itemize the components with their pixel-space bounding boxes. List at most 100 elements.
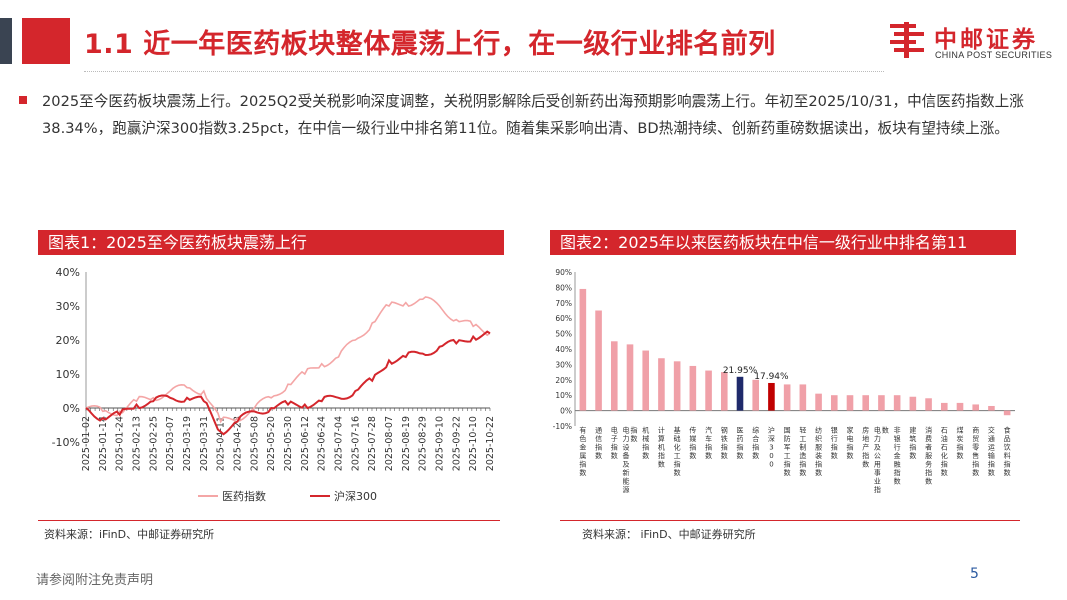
y-tick-label: 20%: [56, 334, 80, 347]
bar: [956, 402, 964, 411]
x-tick-label: 2025-05-30: [283, 416, 294, 471]
bar: [862, 395, 870, 411]
bar: [705, 370, 712, 411]
x-tick-label: 家电指数: [847, 426, 854, 461]
bar: [799, 384, 807, 411]
chart2-source: 资料来源： iFinD、中邮证券研究所: [582, 528, 756, 541]
y-tick-label: 50%: [555, 330, 572, 339]
source-divider-left: [38, 520, 500, 521]
x-tick-label: 2025-05-20: [266, 416, 277, 471]
bar: [658, 358, 665, 411]
y-tick-label: 60%: [555, 314, 572, 323]
x-tick-label: 2025-03-19: [182, 416, 193, 471]
x-tick-label: 2025-01-14: [98, 416, 109, 471]
x-tick-label: 电子指数: [611, 426, 618, 461]
x-tick-label: 计算机指数: [658, 426, 665, 469]
x-tick-label: 机械指数: [642, 426, 649, 461]
x-tick-label: 纺织服装指数: [815, 426, 822, 478]
bar: [878, 395, 885, 411]
x-tick-label: 钢铁指数: [721, 426, 728, 461]
series-line: [85, 330, 491, 436]
y-tick-label: 30%: [555, 360, 572, 369]
bar: [768, 382, 775, 411]
x-tick-label: 2025-10-22: [485, 416, 496, 471]
logo-text-cn: 中邮证券: [934, 27, 1038, 53]
page-title: 1.1 近一年医药板块整体震荡上行，在一级行业排名前列: [84, 29, 776, 60]
x-tick-label: 2025-10-10: [468, 416, 479, 471]
summary-text: 2025至今医药板块震荡上行。2025Q2受关税影响深度调整，关税阴影解除后受创…: [42, 93, 1024, 137]
bar: [909, 396, 917, 411]
x-tick-label: 电力及公用事业指数: [874, 426, 889, 495]
bullet-icon: [19, 96, 27, 104]
line-chart: 40% 30% 20% 10% 0% -10% 2025-01-02 2025-01-14 20…: [52, 266, 496, 503]
x-tick-label: 国防军工指数: [784, 427, 791, 478]
y-tick-label: -10%: [553, 422, 572, 431]
x-tick-label: 2025-02-25: [148, 416, 159, 471]
bar: [830, 395, 838, 411]
y-tick-label: 40%: [56, 266, 80, 279]
x-tick-label: 2025-09-10: [435, 416, 446, 471]
legend-label: 医药指数: [222, 489, 266, 503]
x-tick-label: 通信指数: [595, 426, 602, 461]
header-accent-red: [22, 18, 70, 64]
bar: [642, 350, 650, 411]
x-tick-label: 煤炭指数: [957, 426, 964, 461]
bar-chart: 90% 80% 70% 60% 50% 40% 30% 20% 10% 0% -10% 有色金属指数 通…: [553, 268, 1015, 495]
bar: [988, 405, 995, 411]
x-tick-label: 2025-04-23: [233, 416, 244, 471]
legend-label: 沪深300: [334, 489, 377, 503]
data-label: 21.95%: [723, 366, 758, 376]
y-tick-label: -10%: [52, 436, 80, 449]
header-accent-dark: [0, 18, 12, 64]
x-tick-label: 2025-07-28: [367, 416, 378, 471]
y-tick-label: 0%: [63, 402, 80, 415]
y-tick-label: 30%: [56, 300, 80, 313]
x-tick-label: 传媒指数: [689, 426, 696, 461]
x-tick-label: 2025-02-13: [132, 416, 143, 471]
source-divider-right: [560, 520, 1020, 521]
x-tick-label: 2025-07-04: [334, 416, 345, 471]
y-tick-label: 20%: [555, 376, 572, 385]
bar: [689, 365, 697, 411]
x-tick-label: 2025-04-11: [216, 416, 227, 471]
chart1-source: 资料来源：iFinD、中邮证券研究所: [44, 528, 215, 541]
x-tick-label: 2025-03-07: [165, 416, 176, 471]
bar: [972, 404, 980, 411]
x-tick-label: 2025-08-19: [401, 416, 412, 471]
x-tick-label: 基础化工指数: [674, 426, 681, 478]
x-tick-label: 医药指数: [737, 427, 744, 461]
x-tick-label: 沪深 3 0 0: [768, 426, 775, 469]
bar: [893, 395, 901, 411]
logo-text-en: CHINA POST SECURITIES: [935, 50, 1053, 60]
y-tick-label: 10%: [56, 368, 80, 381]
x-tick-label: 2025-06-24: [317, 416, 328, 471]
x-tick-label: 建筑指数: [909, 426, 916, 461]
bar: [783, 384, 791, 411]
x-tick-label: 商贸零售指数: [972, 426, 979, 478]
x-tick-label: 食品饮料指数: [1004, 426, 1011, 478]
disclaimer-link[interactable]: 请参阅附注免责声明: [36, 573, 154, 588]
x-tick-label: 2025-01-24: [115, 416, 126, 471]
chart2-title: 图表2：2025年以来医药板块在中信一级行业中排名第11: [550, 230, 1016, 255]
y-tick-label: 0%: [560, 407, 572, 416]
x-tick-label: 轻工制造指数: [799, 426, 806, 478]
bar: [610, 341, 618, 411]
x-tick-label: 消费者服务指数: [925, 426, 932, 486]
y-tick-label: 70%: [555, 299, 572, 308]
x-tick-label: 综合指数: [752, 426, 759, 461]
bar: [579, 288, 587, 411]
bar: [940, 402, 948, 411]
x-tick-label: 2025-09-22: [451, 416, 462, 471]
bar: [925, 398, 932, 411]
x-tick-label: 2025-06-12: [300, 416, 311, 471]
x-tick-label: 汽车指数: [705, 426, 712, 461]
bar: [846, 395, 854, 411]
x-tick-label: 2025-08-07: [384, 416, 395, 471]
x-tick-label: 石油石化指数: [941, 427, 948, 478]
chart1-title: 图表1：2025至今医药板块震荡上行: [38, 230, 504, 255]
x-tick-label: 2025-03-31: [199, 416, 210, 471]
bar: [815, 393, 822, 411]
data-label: 17.94%: [754, 372, 789, 382]
bar: [1003, 410, 1011, 416]
x-tick-label: 交通运输指数: [988, 426, 995, 478]
